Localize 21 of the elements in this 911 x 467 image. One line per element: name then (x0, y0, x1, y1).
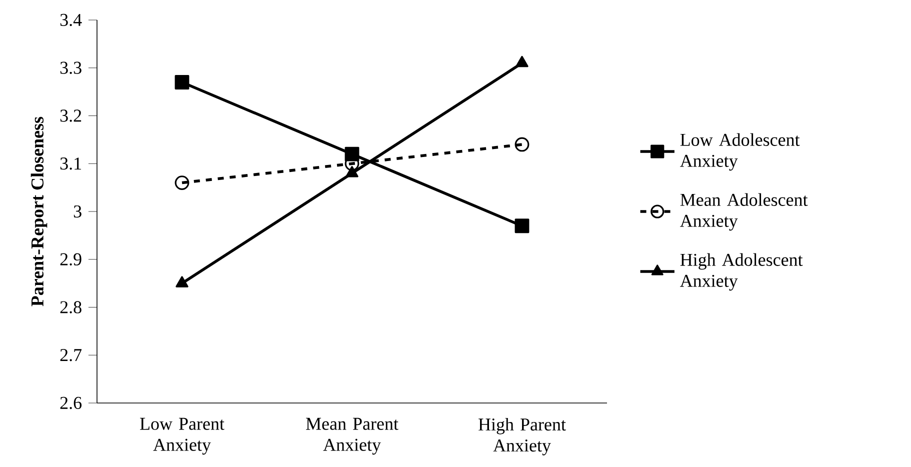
y-tick-label: 2.9 (60, 253, 82, 266)
y-axis-title: Parent-Report Closeness (30, 116, 48, 306)
x-tick-label: High Parent Anxiety (478, 418, 566, 456)
point (174, 176, 190, 190)
y-tick-label: 3 (74, 205, 82, 218)
point (174, 75, 190, 90)
point (514, 218, 530, 234)
y-tick-label: 2.7 (60, 349, 82, 362)
y-tick-label: 3.4 (60, 14, 82, 26)
point (514, 137, 530, 152)
y-tick-label: 2.6 (60, 396, 82, 410)
legend-label: Mean Adolescent Anxiety (680, 193, 808, 231)
y-tick-label: 2.8 (60, 301, 82, 314)
point (176, 276, 188, 288)
y-tick-label: 3.3 (60, 62, 82, 74)
y-tick-label: 3.2 (60, 110, 82, 122)
x-tick-label: Mean Parent Anxiety (306, 418, 398, 455)
x-tick-label: Low Parent Anxiety (140, 418, 224, 455)
legend-label: Low Adolescent Anxiety (680, 133, 800, 171)
y-tick-label: 3.1 (60, 158, 82, 170)
legend-label: High Adolescent Anxiety (680, 253, 803, 291)
